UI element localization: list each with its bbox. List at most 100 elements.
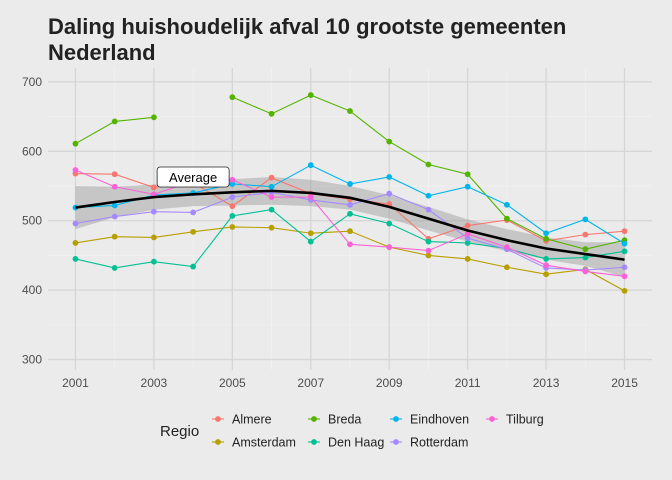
data-point-eindhoven <box>464 183 471 190</box>
y-tick-label: 400 <box>22 283 42 297</box>
data-point-tilburg <box>386 244 393 251</box>
legend-label: Tilburg <box>506 413 544 427</box>
data-point-tilburg <box>543 262 550 269</box>
x-tick-label: 2013 <box>533 376 560 390</box>
data-point-breda <box>386 138 393 145</box>
series-breda <box>72 92 628 253</box>
data-point-tilburg <box>307 194 314 201</box>
data-point-tilburg <box>582 268 589 275</box>
data-point-den-haag <box>425 238 432 245</box>
data-point-rotterdam <box>621 264 628 271</box>
data-point-eindhoven <box>621 240 628 247</box>
data-point-breda <box>150 114 157 121</box>
data-point-den-haag <box>111 265 118 271</box>
data-point-amsterdam <box>464 256 471 262</box>
data-point-den-haag <box>543 256 550 262</box>
data-point-tilburg <box>621 273 628 280</box>
legend-item: Almere <box>212 413 272 427</box>
legend-label: Breda <box>328 413 361 427</box>
data-point-den-haag <box>229 212 236 219</box>
legend-key-point <box>489 416 495 422</box>
data-point-tilburg <box>111 183 118 190</box>
legend-key-point <box>215 416 221 422</box>
data-point-eindhoven <box>307 162 314 169</box>
data-point-amsterdam <box>111 233 118 240</box>
legend-item: Amsterdam <box>212 436 296 450</box>
average-confidence-band <box>75 176 625 277</box>
legend-label: Eindhoven <box>410 413 469 427</box>
data-point-den-haag <box>307 238 314 245</box>
y-tick-label: 300 <box>22 353 42 367</box>
data-point-amsterdam <box>307 230 314 237</box>
data-point-rotterdam <box>72 220 79 227</box>
x-tick-label: 2001 <box>62 376 89 390</box>
legend-item: Rotterdam <box>390 436 468 450</box>
data-point-tilburg <box>503 244 510 251</box>
data-point-rotterdam <box>190 209 197 216</box>
legend-title: Regio <box>160 423 199 440</box>
data-point-den-haag <box>72 256 79 262</box>
legend-label: Den Haag <box>328 436 384 450</box>
data-point-breda <box>111 118 118 125</box>
data-point-breda <box>307 92 314 98</box>
data-point-almere <box>111 171 118 178</box>
x-tick-label: 2005 <box>219 376 246 390</box>
data-point-den-haag <box>347 210 353 217</box>
average-label: Average <box>169 170 217 185</box>
data-point-den-haag <box>621 248 628 255</box>
data-point-almere <box>464 222 471 229</box>
data-point-den-haag <box>386 220 393 227</box>
data-point-tilburg <box>347 241 353 248</box>
data-point-den-haag <box>582 254 589 261</box>
data-point-almere <box>582 231 589 238</box>
data-point-den-haag <box>150 258 157 265</box>
average-label-box <box>156 166 230 188</box>
data-point-den-haag <box>464 240 471 246</box>
legend-item: Breda <box>308 413 361 427</box>
data-point-eindhoven <box>347 181 353 187</box>
data-point-rotterdam <box>229 194 236 201</box>
data-point-breda <box>503 215 510 222</box>
data-point-tilburg <box>229 176 236 183</box>
data-point-rotterdam <box>386 190 393 197</box>
data-point-amsterdam <box>621 287 628 294</box>
data-point-eindhoven <box>268 183 275 190</box>
x-tick-label: 2003 <box>141 376 168 390</box>
legend-item: Den Haag <box>308 436 384 450</box>
data-point-almere <box>229 203 236 210</box>
data-point-amsterdam <box>543 271 550 278</box>
data-point-amsterdam <box>503 264 510 271</box>
data-point-breda <box>543 235 550 242</box>
legend-key-point <box>393 416 399 422</box>
data-point-eindhoven <box>386 174 393 180</box>
x-tick-label: 2009 <box>376 376 403 390</box>
data-point-tilburg <box>464 231 471 237</box>
data-point-amsterdam <box>425 252 432 259</box>
data-point-almere <box>268 174 275 181</box>
data-point-tilburg <box>72 167 79 173</box>
y-tick-label: 500 <box>22 214 42 228</box>
data-point-eindhoven <box>543 230 550 237</box>
x-tick-label: 2007 <box>297 376 324 390</box>
data-point-tilburg <box>268 194 275 201</box>
legend-key-point <box>311 416 317 422</box>
data-point-amsterdam <box>229 224 236 230</box>
data-point-breda <box>582 246 589 253</box>
data-point-rotterdam <box>111 213 118 220</box>
legend-item: Eindhoven <box>390 413 469 427</box>
x-tick-label: 2011 <box>455 376 481 390</box>
data-point-amsterdam <box>268 224 275 231</box>
legend-key-point <box>393 439 399 445</box>
data-point-amsterdam <box>347 228 353 235</box>
data-point-amsterdam <box>72 240 79 246</box>
chart-title: Daling huishoudelijk afval 10 grootste g… <box>48 14 567 65</box>
data-point-rotterdam <box>347 201 353 208</box>
data-point-den-haag <box>268 206 275 213</box>
data-point-breda <box>229 94 236 101</box>
data-point-rotterdam <box>464 235 471 241</box>
legend-label: Almere <box>232 413 272 427</box>
data-point-tilburg <box>425 247 432 254</box>
data-point-eindhoven <box>425 192 432 199</box>
